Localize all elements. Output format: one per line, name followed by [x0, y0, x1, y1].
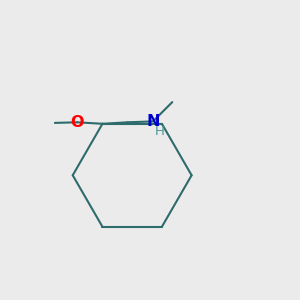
Text: H: H: [154, 125, 164, 138]
Text: N: N: [146, 114, 160, 129]
Text: O: O: [70, 115, 84, 130]
